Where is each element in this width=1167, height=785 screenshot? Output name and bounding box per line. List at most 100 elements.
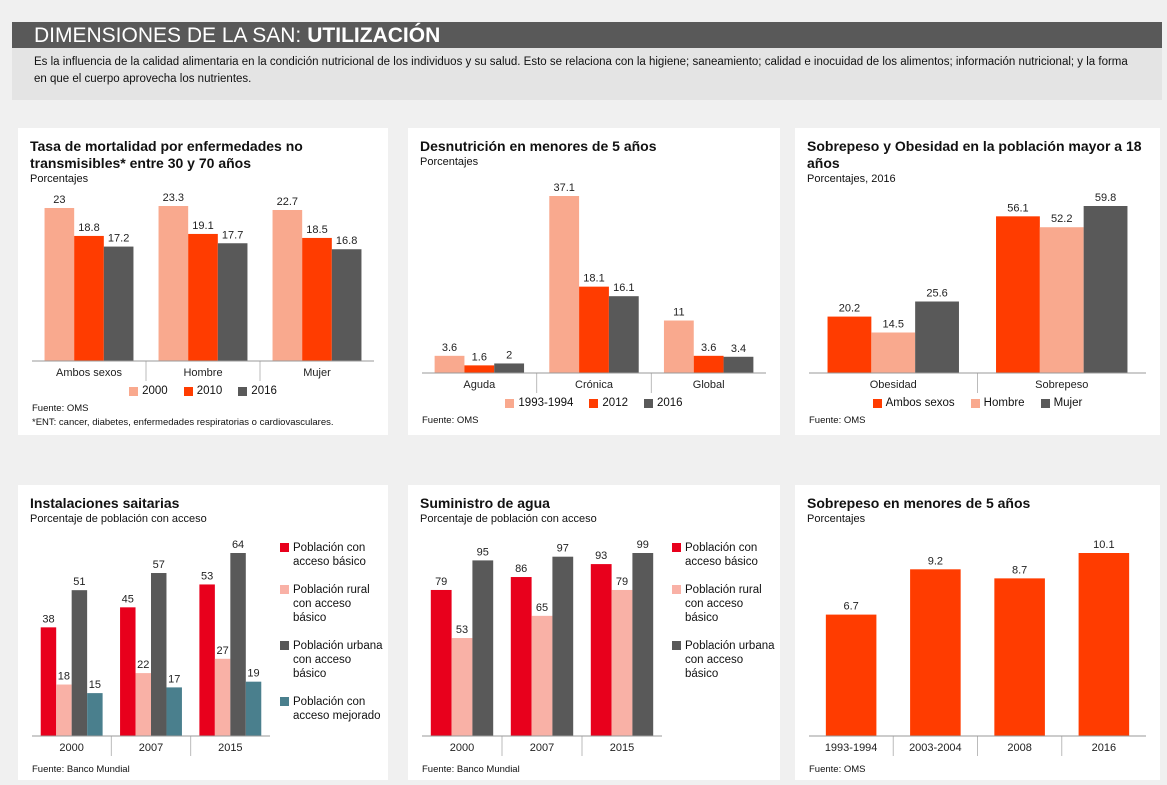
value-label: 20.2: [839, 303, 860, 315]
value-label: 25.6: [926, 288, 947, 300]
legend: 1993-1994 2012 2016: [418, 397, 770, 409]
value-label: 18.1: [583, 273, 604, 285]
bar: [272, 209, 303, 361]
title-text: Instalaciones saitarias: [30, 495, 180, 511]
category-label: Mujer: [303, 367, 331, 379]
chart-title: Desnutrición en menores de 5 años Porcent…: [420, 138, 768, 170]
bar: [693, 355, 724, 373]
legend-swatch: [1040, 399, 1050, 408]
bar: [135, 673, 151, 736]
value-label: 11: [673, 307, 684, 319]
value-label: 17: [168, 673, 180, 685]
value-label: 53: [201, 570, 213, 582]
legend-swatch: [589, 399, 599, 408]
chart-subtitle: Porcentaje de población con acceso: [30, 513, 207, 525]
value-label: 22.7: [277, 196, 298, 208]
bar: [494, 363, 525, 373]
bar: [331, 249, 362, 361]
chart-panel: Instalaciones saitarias Porcentaje de pob…: [18, 485, 388, 780]
value-label: 59.8: [1095, 192, 1116, 204]
legend-label: Población rural con acceso básico: [685, 584, 762, 624]
title-text: Tasa de mortalidad por enfermedades no t…: [30, 138, 303, 171]
bar: [663, 320, 694, 373]
bar: [199, 584, 215, 736]
chart-panel: Suministro de agua Porcentaje de població…: [408, 485, 780, 780]
legend-swatch: [505, 399, 515, 408]
legend-item: Población con acceso básico: [280, 541, 384, 569]
value-label: 18.5: [306, 224, 327, 236]
value-label: 95: [477, 546, 489, 558]
bar: [910, 569, 961, 736]
bar: [74, 235, 104, 361]
category-label: Ambos sexos: [56, 367, 123, 379]
legend-label: Población con acceso mejorado: [293, 696, 381, 722]
value-label: 15: [89, 679, 101, 691]
plot: 79 53 95 2000 86 65 97 2007 93 79 99 2015: [422, 539, 662, 756]
category-label: Hombre: [183, 367, 222, 379]
bar: [217, 243, 248, 361]
header-description: Es la influencia de la calidad alimentar…: [12, 48, 1162, 100]
bar: [245, 681, 262, 736]
plot: 6.7 1993-1994 9.2 2003-2004 8.7 2008 10.1 2016: [809, 539, 1146, 756]
legend: Población con acceso básico Población rur…: [280, 541, 384, 737]
value-label: 16.8: [336, 235, 357, 247]
bar: [56, 684, 72, 736]
bar: [434, 355, 465, 373]
legend-item: Mujer: [1040, 397, 1083, 409]
value-label: 16.1: [613, 282, 634, 294]
category-label: Crónica: [575, 379, 614, 391]
bar: [302, 237, 332, 361]
legend-label: 2010: [196, 385, 223, 397]
chart-title: Sobrepeso en menores de 5 años Porcentaje…: [807, 495, 1148, 527]
legend-label: 1993-1994: [518, 397, 574, 409]
bar: [214, 658, 231, 736]
legend-item: Población con acceso básico: [672, 541, 776, 569]
bar: [510, 577, 532, 736]
note: *ENT: cancer, diabetes, enfermedades res…: [32, 417, 334, 428]
value-label: 2: [506, 349, 512, 361]
legend-item: 2016: [644, 397, 683, 409]
bar: [579, 286, 609, 373]
category-label: Obesidad: [870, 379, 917, 391]
legend-label: Población rural con acceso básico: [293, 584, 370, 624]
value-label: 65: [536, 602, 548, 614]
source: Fuente: OMS: [809, 415, 866, 426]
value-label: 19: [247, 668, 259, 680]
source: Fuente: OMS: [422, 415, 479, 426]
legend-label: Población con acceso básico: [293, 542, 366, 568]
value-label: 3.4: [731, 343, 746, 355]
legend-item: Ambos sexos: [872, 397, 955, 409]
value-label: 18: [58, 671, 70, 683]
legend-swatch: [644, 399, 653, 408]
header-title: DIMENSIONES DE LA SAN: UTILIZACIÓN: [12, 22, 1162, 48]
legend: Población con acceso básico Población rur…: [672, 541, 776, 695]
value-label: 1.6: [472, 351, 487, 363]
chart-subtitle: Porcentaje de población con acceso: [420, 513, 597, 525]
title-text: Sobrepeso en menores de 5 años: [807, 495, 1031, 511]
legend-swatch: [970, 399, 980, 408]
value-label: 9.2: [928, 555, 943, 567]
bar: [44, 207, 75, 361]
value-label: 52.2: [1051, 213, 1072, 225]
chart-title: Sobrepeso y Obesidad en la población may…: [807, 138, 1148, 187]
bar: [230, 553, 246, 736]
source: Fuente: OMS: [32, 403, 89, 414]
category-label: 2008: [1007, 742, 1031, 754]
bar: [996, 216, 1040, 373]
value-label: 53: [456, 624, 468, 636]
value-label: 23: [53, 194, 65, 206]
title-plain: DIMENSIONES DE LA SAN:: [34, 24, 302, 47]
bar: [608, 296, 639, 373]
chart-subtitle: Porcentajes: [807, 513, 866, 525]
bar: [1078, 553, 1130, 736]
value-label: 22: [137, 659, 149, 671]
value-label: 14.5: [883, 319, 904, 331]
value-label: 93: [595, 550, 607, 562]
legend-label: Mujer: [1053, 397, 1083, 409]
legend-swatch: [183, 387, 193, 396]
value-label: 37.1: [553, 182, 574, 194]
legend-swatch: [672, 543, 681, 552]
chart-title: Tasa de mortalidad por enfermedades no t…: [30, 138, 376, 187]
bar: [151, 573, 167, 736]
